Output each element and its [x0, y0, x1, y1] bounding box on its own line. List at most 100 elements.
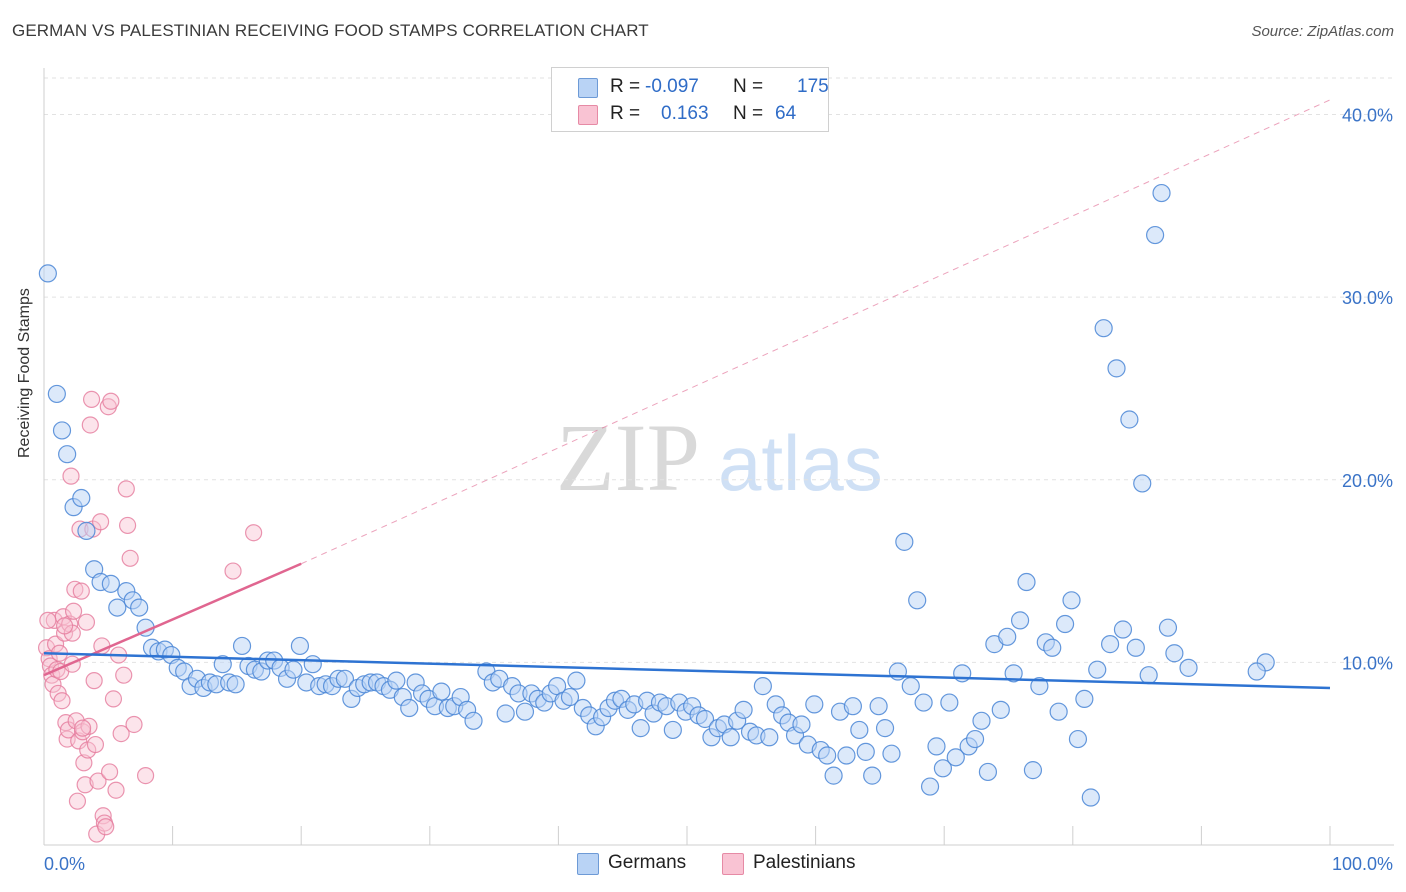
palestinian-point — [76, 776, 94, 794]
german-point — [978, 762, 998, 782]
german-point — [734, 700, 753, 719]
palestinian-point — [82, 390, 101, 409]
palestinian-point — [62, 467, 80, 485]
legend-r-value: -0.097 — [645, 76, 699, 97]
german-point — [1152, 183, 1171, 203]
german-point — [464, 711, 483, 730]
german-point — [927, 737, 946, 756]
german-point — [760, 728, 779, 747]
german-point — [496, 704, 515, 723]
y-tick-label: 10.0% — [1342, 653, 1393, 673]
german-point — [856, 742, 875, 761]
source-label: Source: ZipAtlas.com — [1251, 23, 1394, 40]
y-tick-label: 30.0% — [1342, 288, 1393, 308]
legend-n-value: 64 — [775, 103, 797, 124]
german-point — [226, 675, 245, 694]
german-point — [567, 671, 586, 690]
german-point — [1126, 638, 1145, 657]
german-point — [1081, 788, 1100, 807]
german-point — [965, 729, 985, 749]
palestinian-point — [104, 690, 123, 708]
german-point — [875, 719, 895, 738]
palestinian-point — [55, 617, 74, 635]
palestinian-point — [64, 602, 83, 620]
y-axis-label: Receiving Food Stamps — [16, 288, 33, 458]
german-point — [792, 715, 811, 734]
palestinian-point — [125, 715, 143, 734]
bottom-legend-swatch-germans — [577, 853, 599, 875]
german-point — [77, 521, 96, 540]
german-point — [72, 488, 91, 508]
german-point — [753, 677, 772, 696]
legend-r-label: R = — [610, 76, 641, 97]
german-point — [908, 591, 927, 610]
german-point — [1158, 618, 1178, 637]
german-point — [837, 746, 856, 765]
german-point — [1004, 664, 1023, 683]
legend-r-value: 0.163 — [661, 103, 709, 124]
legend-n-label: N = — [733, 103, 764, 124]
german-point — [560, 687, 580, 707]
x-tick-label-max: 100.0% — [1332, 854, 1393, 874]
legend-swatch-palestinians — [578, 105, 598, 125]
german-point — [213, 655, 232, 674]
watermark-zip: ZIP — [556, 404, 700, 511]
german-point — [631, 719, 650, 738]
palestinian-point — [72, 582, 90, 600]
bottom-legend-label-germans: Germans — [608, 852, 687, 873]
palestinian-trend-line — [43, 562, 302, 677]
german-point — [850, 720, 869, 740]
german-point — [1030, 677, 1049, 696]
palestinian-point — [77, 613, 96, 631]
palestinian-point — [85, 672, 103, 690]
german-point — [882, 744, 901, 763]
german-point — [108, 598, 127, 617]
palestinian-point — [97, 818, 115, 836]
german-point — [972, 711, 991, 730]
german-point — [1120, 410, 1139, 429]
legend-n-value: 175 — [797, 76, 829, 97]
german-point — [1075, 689, 1094, 709]
german-point — [805, 695, 824, 714]
palestinian-point — [80, 717, 98, 735]
german-point — [1017, 572, 1036, 592]
palestinian-point — [37, 639, 56, 657]
palestinian-point — [102, 392, 120, 410]
german-point — [1179, 658, 1198, 677]
palestinian-point — [245, 524, 263, 542]
german-point — [303, 655, 322, 674]
german-point — [284, 660, 303, 679]
german-point — [1139, 666, 1158, 685]
german-point — [232, 636, 252, 656]
palestinian-point — [107, 781, 125, 799]
german-point — [1088, 660, 1107, 679]
palestinian-point — [224, 562, 242, 580]
german-point — [946, 748, 965, 767]
german-point — [663, 720, 682, 740]
german-point — [818, 746, 837, 765]
palestinian-point — [53, 692, 71, 710]
german-point — [1023, 761, 1043, 780]
german-point — [843, 697, 862, 716]
palestinian-point — [112, 725, 130, 743]
legend-r-label: R = — [610, 103, 641, 124]
german-point — [901, 677, 920, 696]
german-point — [1043, 638, 1062, 657]
bottom-legend-swatch-palestinians — [722, 853, 744, 875]
german-point — [863, 766, 882, 785]
palestinian-point — [75, 754, 93, 772]
palestinian-point — [117, 480, 135, 498]
palestinian-point — [81, 416, 99, 434]
german-point — [1247, 662, 1266, 681]
palestinian-trend-extension — [300, 99, 1331, 565]
german-point — [515, 702, 535, 721]
german-point — [1094, 319, 1113, 338]
german-point — [101, 574, 120, 593]
german-point — [38, 264, 57, 283]
german-point — [1049, 702, 1068, 721]
bottom-legend-label-palestinians: Palestinians — [753, 852, 856, 873]
german-trend-line — [43, 652, 1331, 690]
german-point — [290, 636, 310, 656]
german-point — [933, 759, 953, 778]
watermark-atlas: atlas — [718, 419, 883, 507]
